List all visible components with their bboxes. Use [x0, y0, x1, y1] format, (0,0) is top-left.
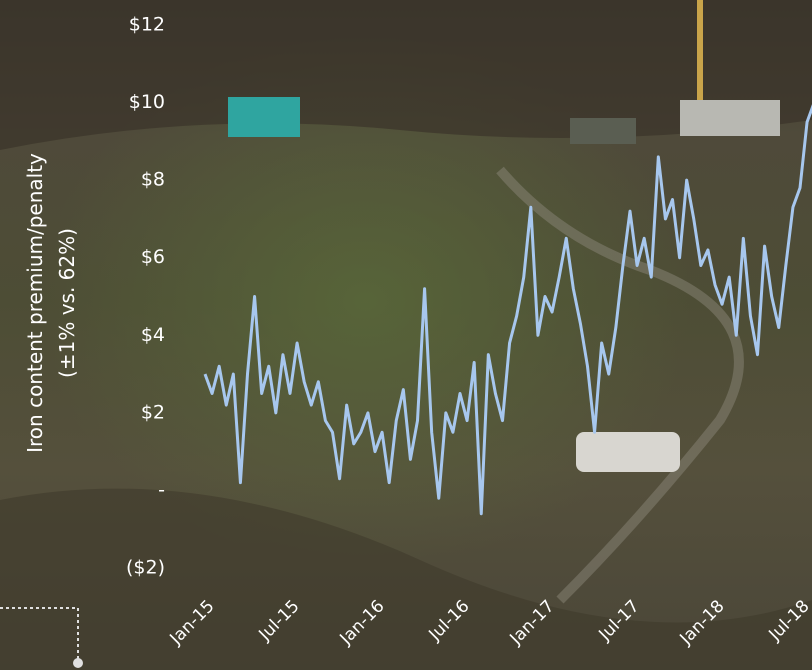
y-axis-title: (±1% vs. 62%)	[55, 228, 79, 378]
y-tick-label: -	[158, 479, 165, 501]
corner-marker	[0, 607, 83, 668]
y-tick-label: $2	[141, 401, 165, 423]
y-tick-label: $6	[141, 246, 165, 268]
y-tick-label: ($2)	[126, 557, 165, 579]
y-tick-label: $12	[129, 14, 165, 36]
data-line	[203, 104, 812, 516]
y-tick-label: $4	[141, 324, 165, 346]
y-tick-label: $10	[129, 91, 165, 113]
y-axis-title: Iron content premium/penalty	[23, 153, 47, 453]
y-tick-label: $8	[141, 169, 165, 191]
